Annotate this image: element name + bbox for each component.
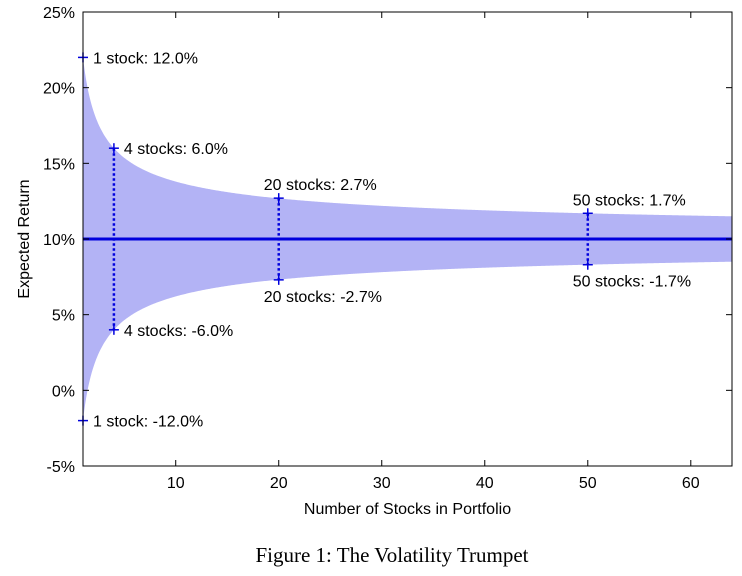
y-tick-label: 20% [43,81,75,98]
upper-annotation: 20 stocks: 2.7% [264,177,377,194]
lower-annotation: 1 stock: -12.0% [93,414,203,431]
x-axis: 10 20 30 40 50 60 [167,12,700,492]
y-tick-label: 0% [52,383,75,400]
y-axis: -5% 0% 5% 10% 15% 20% 25% [43,5,732,476]
y-tick-label: 10% [43,232,75,249]
upper-annotation: 50 stocks: 1.7% [573,192,686,209]
lower-annotation: 50 stocks: -1.7% [573,274,691,291]
lower-annotation: 20 stocks: -2.7% [264,289,382,306]
x-tick-label: 30 [373,475,391,492]
x-tick-label: 20 [270,475,288,492]
x-axis-title: Number of Stocks in Portfolio [304,501,511,518]
marker-group-4: 4 stocks: 6.0% 4 stocks: -6.0% [108,141,233,340]
x-tick-label: 50 [579,475,597,492]
y-tick-label: 15% [43,156,75,173]
y-axis-title: Expected Return [16,179,33,298]
y-tick-label: 25% [43,5,75,22]
x-tick-label: 40 [476,475,494,492]
y-tick-label: -5% [47,459,75,476]
upper-annotation: 4 stocks: 6.0% [124,141,228,158]
stock-count-markers: 1 stock: 12.0% 1 stock: -12.0% 4 stocks: 6… [78,50,691,431]
upper-annotation: 1 stock: 12.0% [93,50,198,67]
x-tick-label: 60 [682,475,700,492]
marker-group-20: 20 stocks: 2.7% 20 stocks: -2.7% [264,177,382,306]
figure-caption: Figure 1: The Volatility Trumpet [255,543,528,567]
x-tick-label: 10 [167,475,185,492]
lower-annotation: 4 stocks: -6.0% [124,323,233,340]
y-tick-label: 5% [52,308,75,325]
marker-group-50: 50 stocks: 1.7% 50 stocks: -1.7% [573,192,691,290]
